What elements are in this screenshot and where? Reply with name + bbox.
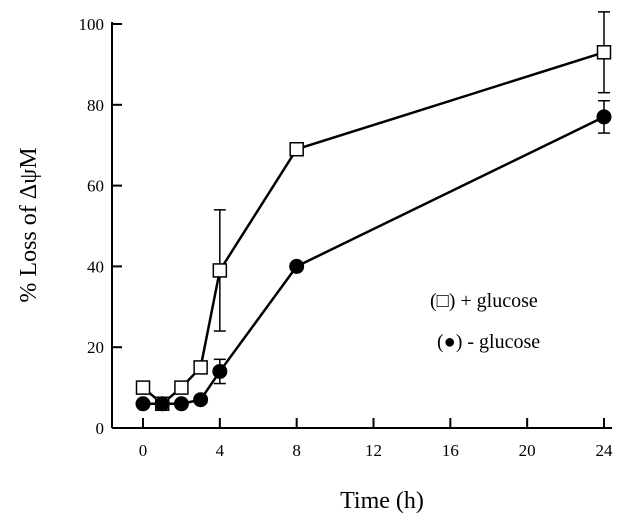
point-plus-glucose-2 [174,380,189,395]
legend: (□) + glucose (●) - glucose [430,290,540,353]
legend-entry-minus-glucose: (●) - glucose [437,331,540,353]
point-plus-glucose-5 [289,141,304,157]
x-tick-label-4: 4 [216,441,225,460]
point-minus-glucose-6 [596,109,612,125]
x-axis-title: Time (h) [340,488,424,514]
y-tick-label-100: 100 [79,15,105,34]
x-tick-label-12: 12 [365,441,382,460]
axes [111,22,612,429]
point-minus-glucose-5 [289,258,305,274]
y-tick-label-40: 40 [87,257,104,276]
point-plus-glucose-3 [193,360,208,375]
y-tick-label-60: 60 [87,177,104,196]
point-plus-glucose-0 [135,380,151,395]
x-tick-label-8: 8 [292,441,301,460]
series-line-1 [143,115,605,406]
point-minus-glucose-0 [135,396,151,412]
legend-entry-plus-glucose: (□) + glucose [430,290,538,312]
x-tick-label-0: 0 [139,441,148,460]
x-tick-label-16: 16 [442,441,459,460]
y-tick-label-0: 0 [96,419,105,438]
point-minus-glucose-4 [212,363,228,379]
y-tick-label-20: 20 [87,338,104,357]
x-tick-label-20: 20 [519,441,536,460]
point-minus-glucose-1 [154,396,170,412]
x-tick-label-24: 24 [596,441,614,460]
point-minus-glucose-2 [173,396,189,412]
y-axis-title: % Loss of ΔψM [16,147,42,302]
y-ticks: 0 20 40 60 80 100 [79,15,122,438]
point-minus-glucose-3 [193,392,209,408]
y-tick-label-80: 80 [87,96,104,115]
point-plus-glucose-4 [212,263,228,278]
x-ticks: 0 4 8 12 16 20 24 [139,418,613,460]
series-minus-glucose [135,100,612,412]
point-plus-glucose-6 [596,45,612,60]
series-layer [135,11,612,412]
